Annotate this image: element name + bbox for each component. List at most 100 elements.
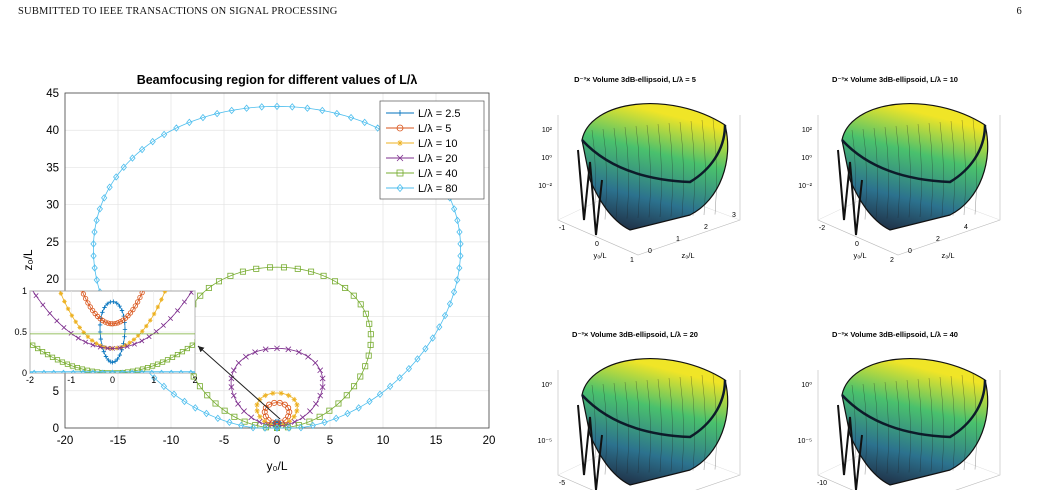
- data-point: [73, 319, 78, 325]
- data-point: [90, 240, 97, 248]
- data-point: [153, 328, 159, 334]
- mesh-line: [624, 126, 629, 219]
- mesh-line: [939, 121, 944, 217]
- data-point: [140, 329, 145, 334]
- data-point: [320, 272, 327, 279]
- data-point: [62, 299, 67, 304]
- mesh-line: [668, 377, 673, 472]
- data-point: [291, 414, 297, 420]
- data-point: [144, 365, 151, 371]
- data-point: [148, 369, 155, 373]
- data-point: [441, 311, 449, 320]
- data-point: [166, 281, 170, 285]
- mesh-line: [884, 126, 889, 219]
- z-tick-label: 10⁰: [541, 381, 552, 389]
- data-point: [456, 264, 463, 272]
- data-point: [98, 336, 104, 342]
- data-point: [108, 299, 113, 305]
- mesh-line: [884, 381, 889, 474]
- y-tick-label: 40: [46, 125, 59, 137]
- data-point: [214, 414, 221, 423]
- legend-label: L/λ = 20: [418, 153, 457, 165]
- data-point: [117, 319, 123, 325]
- data-point: [105, 345, 111, 351]
- data-point: [135, 299, 141, 305]
- data-point: [261, 409, 268, 416]
- x-tick-label: -15: [110, 435, 127, 447]
- mesh-line: [961, 374, 966, 471]
- data-point: [115, 356, 120, 362]
- data-point: [139, 338, 145, 344]
- data-point: [297, 423, 305, 432]
- surface-panel: D⁻³× Volume 3dB-ellipsoid, L/λ = 5 10² 10⁰…: [538, 75, 741, 264]
- data-point: [422, 344, 429, 353]
- x-tick-label: -10: [817, 480, 827, 487]
- surface-spike: [837, 149, 863, 236]
- x-tick-label: -2: [819, 225, 825, 232]
- data-point: [132, 341, 138, 347]
- data-point: [457, 252, 464, 260]
- data-point: [307, 408, 313, 415]
- data-point: [54, 357, 61, 363]
- data-point: [112, 359, 118, 364]
- y-tick-label: 20: [46, 274, 59, 286]
- data-point: [436, 323, 443, 331]
- data-point: [168, 369, 175, 373]
- data-point: [257, 414, 263, 420]
- data-point: [69, 363, 76, 369]
- data-point: [65, 306, 71, 311]
- surface-rim: [581, 379, 727, 439]
- data-point: [396, 169, 404, 177]
- data-point: [317, 367, 324, 374]
- data-point: [319, 384, 326, 390]
- data-point: [130, 307, 136, 313]
- mesh-line: [635, 380, 640, 474]
- data-point: [241, 408, 247, 415]
- data-point: [258, 103, 265, 111]
- x-tick-label: 2: [890, 257, 894, 264]
- x-tick-label: 0: [274, 435, 280, 447]
- data-point: [81, 330, 86, 335]
- data-point: [253, 265, 260, 272]
- y-axis-label: z₀/L: [21, 249, 35, 270]
- data-point: [192, 404, 199, 412]
- data-point: [262, 413, 269, 420]
- x-tick-label: -5: [219, 435, 229, 447]
- data-point: [127, 340, 132, 345]
- data-point: [231, 413, 238, 420]
- data-point: [97, 344, 103, 350]
- data-point: [105, 301, 110, 307]
- inset-x-tick: -2: [26, 375, 34, 385]
- mesh-line: [613, 127, 618, 220]
- data-point: [305, 353, 311, 360]
- data-point: [357, 301, 364, 308]
- data-point: [365, 352, 372, 359]
- mesh-line: [701, 374, 706, 471]
- data-point: [184, 345, 190, 352]
- data-point: [89, 338, 95, 343]
- data-point: [79, 291, 83, 292]
- data-point: [74, 365, 81, 371]
- mesh-line: [657, 378, 662, 473]
- data-point: [139, 369, 145, 373]
- data-point: [149, 137, 156, 146]
- data-point: [326, 407, 333, 414]
- data-point: [205, 332, 209, 336]
- data-point: [127, 310, 134, 316]
- data-point: [80, 291, 87, 297]
- data-point: [396, 154, 404, 162]
- z-tick-label: 10⁻²: [538, 183, 552, 190]
- legend-label: L/λ = 2.5: [418, 108, 461, 120]
- data-point: [50, 369, 57, 373]
- data-point: [289, 103, 296, 111]
- data-point: [285, 404, 292, 411]
- data-point: [139, 291, 145, 296]
- surface-panel: D⁻³× Volume 3dB-ellipsoid, L/λ = 40 10⁰ 10…: [798, 330, 1001, 490]
- data-point: [80, 369, 86, 373]
- data-point: [267, 422, 274, 428]
- data-point: [198, 369, 202, 374]
- surface-xlabel: y₀/L: [853, 251, 866, 260]
- mesh-line: [701, 119, 706, 216]
- data-point: [386, 382, 394, 391]
- y-tick-label: 0: [53, 423, 59, 435]
